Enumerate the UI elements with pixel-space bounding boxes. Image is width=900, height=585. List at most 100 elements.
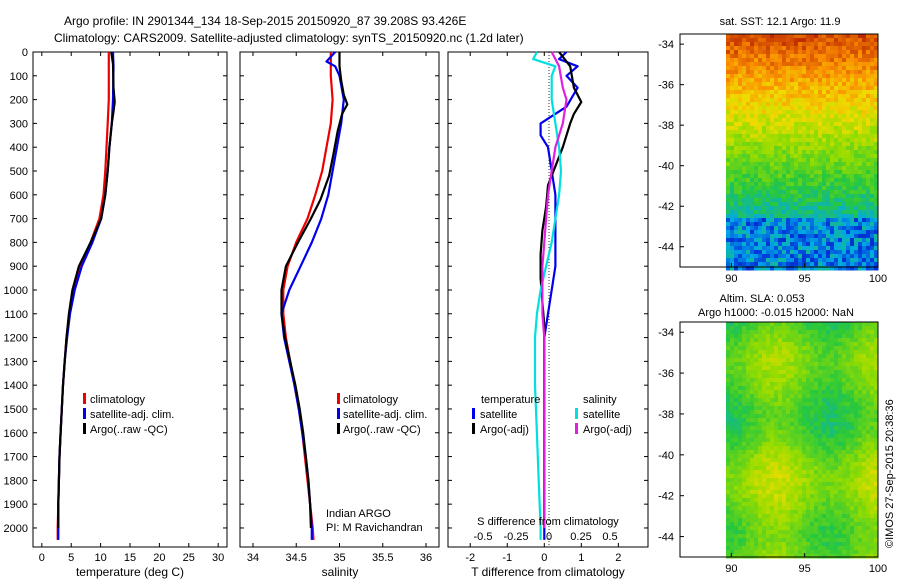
sla-cell [874,362,879,367]
sla-cell [834,498,839,503]
sla-cell [810,498,815,503]
sla-cell [782,382,787,387]
sla-cell [786,378,791,383]
sla-cell [862,430,867,435]
sla-cell [754,362,759,367]
sst-cell [834,174,839,179]
sst-cell [778,234,783,239]
sla-cell [866,530,871,535]
sla-cell [746,394,751,399]
sla-cell [794,498,799,503]
sla-cell [754,398,759,403]
sst-cell [846,42,851,47]
sla-cell [746,402,751,407]
sla-cell [810,542,815,547]
sst-cell [746,82,751,87]
sla-cell [866,354,871,359]
sla-cell [774,382,779,387]
sla-cell [762,378,767,383]
sst-cell [734,98,739,103]
sla-cell [874,514,879,519]
sst-cell [746,42,751,47]
sla-cell [786,498,791,503]
sst-cell [774,190,779,195]
sla-cell [750,446,755,451]
sst-cell [786,46,791,51]
sst-cell [818,90,823,95]
sst-cell [730,82,735,87]
sst-cell [858,90,863,95]
x-tick-label: 25 [183,552,195,564]
sst-cell [738,218,743,223]
sla-cell [826,486,831,491]
sla-cell [818,374,823,379]
sla-cell [742,498,747,503]
sla-cell [802,438,807,443]
sla-cell [734,426,739,431]
sst-cell [778,166,783,171]
sla-cell [754,554,759,559]
sla-cell [850,510,855,515]
sla-cell [786,438,791,443]
sst-cell [814,234,819,239]
sst-cell [862,78,867,83]
sst-cell [830,258,835,263]
sla-cell [814,522,819,527]
sla-cell [726,326,731,331]
sla-cell [738,498,743,503]
sst-cell [798,238,803,243]
sst-cell [778,206,783,211]
sla-cell [726,522,731,527]
sst-cell [750,230,755,235]
sla-cell [762,398,767,403]
sst-cell [822,238,827,243]
sst-cell [874,122,879,127]
sla-cell [862,342,867,347]
sla-cell [854,494,859,499]
sla-cell [750,494,755,499]
sst-cell [794,70,799,75]
sst-cell [838,214,843,219]
sla-cell [806,414,811,419]
sst-cell [870,190,875,195]
sla-cell [846,330,851,335]
sla-cell [774,390,779,395]
sst-cell [766,130,771,135]
sst-cell [730,194,735,199]
sst-cell [742,206,747,211]
sst-cell [758,214,763,219]
sst-cell [750,202,755,207]
sla-cell [730,474,735,479]
sla-cell [854,430,859,435]
sla-cell [770,410,775,415]
sst-cell [858,66,863,71]
sst-cell [874,130,879,135]
sst-cell [754,190,759,195]
sst-cell [806,198,811,203]
sst-cell [746,174,751,179]
sla-cell [750,518,755,523]
sst-cell [858,178,863,183]
sla-cell [850,502,855,507]
sst-cell [762,130,767,135]
sla-cell [734,554,739,559]
sla-cell [794,494,799,499]
sst-cell [790,202,795,207]
sla-cell [870,346,875,351]
sst-cell [866,194,871,199]
sst-cell [778,54,783,59]
sst-cell [742,130,747,135]
sla-cell [726,386,731,391]
sla-cell [854,418,859,423]
legend-group-salinity: salinity [583,394,617,406]
sla-cell [838,338,843,343]
sla-cell [750,522,755,527]
sst-cell [858,254,863,259]
sst-cell [862,94,867,99]
sst-cell [854,162,859,167]
sla-cell [770,418,775,423]
sla-cell [794,434,799,439]
sla-cell [762,482,767,487]
sla-cell [738,546,743,551]
sla-cell [762,470,767,475]
